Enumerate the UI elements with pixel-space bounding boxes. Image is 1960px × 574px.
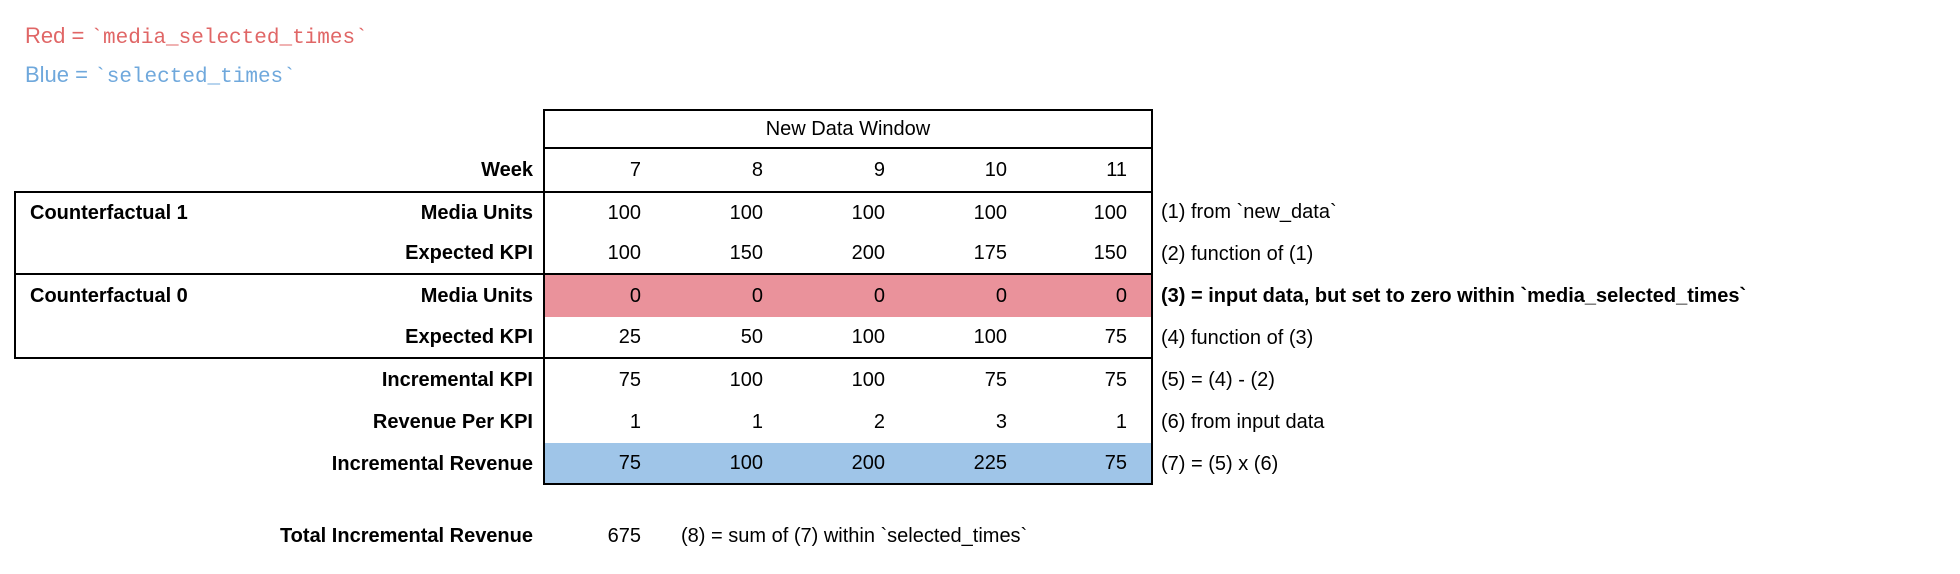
table-header-row: New Data Window: [14, 109, 1960, 149]
value-cell: 0: [787, 275, 909, 317]
row-label: Incremental Revenue: [331, 452, 533, 475]
week-label: Week: [481, 158, 533, 181]
value-cell: 0: [1031, 275, 1153, 317]
row-annotation: (3) = input data, but set to zero within…: [1161, 284, 1747, 307]
new-data-window-header: New Data Window: [543, 109, 1153, 149]
value-cell: 100: [851, 368, 885, 391]
value-cell: 200: [787, 233, 909, 275]
legend-blue-code: `selected_times`: [94, 66, 296, 89]
table-row: Counterfactual 0 Media Units 0 0 0 0 0 (…: [14, 275, 1960, 317]
legend-red-equals: =: [65, 23, 91, 48]
value-cell: 100: [787, 317, 909, 359]
group-label: Counterfactual 1: [14, 191, 270, 233]
row-annotation: (2) function of (1): [1161, 242, 1314, 265]
value-cell: 100: [1031, 191, 1153, 233]
week-cell: 11: [1031, 149, 1153, 191]
total-annotation: (8) = sum of (7) within `selected_times`: [681, 524, 1028, 547]
value-cell: 100: [909, 191, 1031, 233]
week-cell: 7: [543, 149, 665, 191]
row-label: Media Units: [270, 191, 543, 233]
value-cell: 150: [665, 233, 787, 275]
value-cell: 1: [543, 401, 665, 443]
value-cell: 75: [543, 359, 665, 401]
row-label: Incremental KPI: [381, 368, 533, 391]
counterfactual-table: New Data Window Week 7 8 9 10 11 Counter…: [14, 109, 1960, 485]
row-label: Media Units: [420, 284, 533, 307]
row-annotation: (5) = (4) - (2): [1161, 368, 1275, 391]
table-row: Incremental KPI 75 100 100 75 75 (5) = (…: [14, 359, 1960, 401]
legend-blue-equals: =: [69, 62, 95, 87]
week-row: Week 7 8 9 10 11: [14, 149, 1960, 191]
total-label: Total Incremental Revenue: [279, 524, 533, 547]
legend-red-code: `media_selected_times`: [90, 27, 368, 50]
value-cell: 100: [729, 368, 763, 391]
value-cell: 3: [995, 410, 1007, 433]
table-row: Incremental Revenue 75 100 200 225 75 (7…: [14, 443, 1960, 485]
value-cell: 0: [665, 275, 787, 317]
row-annotation: (1) from `new_data`: [1161, 200, 1337, 223]
table-row: Counterfactual 1 Media Units 100 100 100…: [14, 191, 1960, 233]
value-cell: 0: [909, 275, 1031, 317]
value-cell: 150: [1031, 233, 1153, 275]
value-cell: 1: [751, 410, 763, 433]
value-cell: 75: [984, 368, 1007, 391]
value-cell: 200: [787, 443, 909, 485]
group-label: [14, 233, 270, 275]
row-annotation: (6) from input data: [1161, 410, 1325, 433]
table-row: Expected KPI 25 50 100 100 75 (4) functi…: [14, 317, 1960, 359]
value-cell: 75: [1031, 317, 1153, 359]
row-annotation: (7) = (5) x (6): [1161, 452, 1279, 475]
legend-red-line: Red = `media_selected_times`: [25, 18, 1960, 57]
value-cell: 25: [543, 317, 665, 359]
legend: Red = `media_selected_times` Blue = `sel…: [25, 18, 1960, 96]
value-cell: 0: [543, 275, 665, 317]
week-cell: 9: [873, 158, 885, 181]
group-label: Counterfactual 0: [14, 275, 270, 317]
week-cell: 10: [984, 158, 1007, 181]
value-cell: 50: [665, 317, 787, 359]
value-cell: 100: [543, 233, 665, 275]
total-row: Total Incremental Revenue 675 (8) = sum …: [14, 515, 1960, 557]
value-cell: 100: [665, 443, 787, 485]
group-label: [14, 359, 270, 401]
row-annotation: (4) function of (3): [1161, 326, 1314, 349]
value-cell: 75: [1031, 359, 1153, 401]
value-cell: 100: [909, 317, 1031, 359]
value-cell: 175: [909, 233, 1031, 275]
value-cell: 1: [1031, 401, 1153, 443]
value-cell: 100: [665, 191, 787, 233]
value-cell: 100: [543, 191, 665, 233]
group-label: [14, 401, 270, 443]
value-cell: 100: [787, 191, 909, 233]
row-label: Expected KPI: [270, 317, 543, 359]
week-cell: 8: [751, 158, 763, 181]
legend-red-label: Red: [25, 23, 66, 48]
group-label: [14, 317, 270, 359]
legend-blue-line: Blue = `selected_times`: [25, 57, 1960, 96]
table-row: Expected KPI 100 150 200 175 150 (2) fun…: [14, 233, 1960, 275]
value-cell: 225: [909, 443, 1031, 485]
value-cell: 75: [543, 443, 665, 485]
spacer: [14, 149, 270, 191]
table-row: Revenue Per KPI 1 1 2 3 1 (6) from input…: [14, 401, 1960, 443]
value-cell: 2: [873, 410, 885, 433]
spacer: [1153, 149, 1960, 191]
row-label: Expected KPI: [270, 233, 543, 275]
spacer: [14, 109, 543, 149]
group-label: [14, 443, 270, 485]
spacer: [1153, 109, 1960, 149]
row-label: Revenue Per KPI: [372, 410, 533, 433]
legend-blue-label: Blue: [25, 62, 70, 87]
total-value: 675: [607, 524, 641, 547]
value-cell: 75: [1031, 443, 1153, 485]
